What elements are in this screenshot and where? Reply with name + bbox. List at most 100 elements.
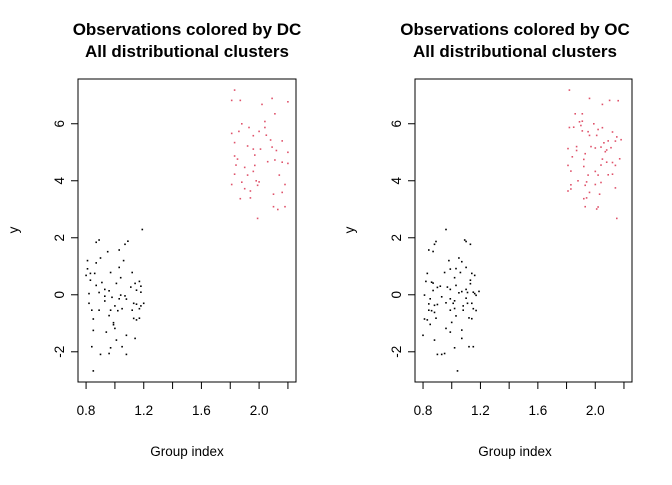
data-point	[112, 323, 115, 326]
series-0	[85, 228, 145, 372]
series-1	[567, 89, 622, 220]
data-point	[271, 97, 273, 100]
data-point	[138, 280, 141, 283]
data-point	[272, 193, 275, 195]
data-point	[239, 197, 242, 200]
data-point	[448, 259, 450, 262]
data-point	[436, 286, 439, 289]
data-point	[620, 138, 622, 141]
data-point	[134, 337, 136, 340]
data-point	[277, 208, 279, 211]
data-point	[461, 290, 463, 293]
data-point	[422, 334, 424, 337]
data-point	[106, 250, 109, 253]
data-point	[269, 139, 272, 141]
y-tick-label: 0	[389, 291, 404, 299]
data-point	[425, 280, 427, 283]
data-point	[446, 286, 449, 288]
data-point	[575, 149, 578, 152]
data-point	[568, 126, 571, 129]
data-point	[432, 282, 434, 284]
data-point	[469, 282, 472, 285]
x-tick-label: 1.2	[134, 403, 153, 418]
data-point	[462, 305, 464, 307]
data-point	[616, 136, 618, 138]
data-point	[472, 345, 475, 348]
data-point	[243, 187, 246, 190]
data-point	[570, 184, 572, 186]
data-point	[616, 217, 618, 220]
data-point	[125, 334, 128, 337]
data-point	[92, 318, 95, 320]
data-point	[86, 259, 89, 262]
y-tick-label: 2	[389, 234, 404, 242]
data-point	[618, 158, 621, 160]
data-point	[435, 317, 437, 319]
data-point	[259, 148, 262, 150]
data-point	[241, 181, 243, 183]
data-point	[601, 126, 604, 129]
data-point	[583, 158, 585, 161]
data-point	[235, 164, 237, 166]
data-point	[255, 180, 257, 182]
data-point	[233, 89, 236, 91]
data-point	[453, 276, 456, 279]
data-point	[117, 309, 119, 312]
y-tick-label: 6	[389, 120, 404, 128]
data-point	[249, 190, 252, 192]
data-point	[275, 149, 278, 152]
data-point	[239, 99, 242, 102]
data-point	[104, 295, 106, 297]
data-point	[456, 370, 459, 372]
data-point	[135, 319, 138, 321]
data-point	[585, 197, 588, 199]
data-point	[108, 352, 110, 355]
data-point	[463, 239, 466, 241]
data-point	[89, 279, 92, 281]
data-point	[604, 150, 607, 153]
data-point	[575, 145, 578, 148]
data-point	[433, 339, 436, 341]
data-point	[478, 290, 480, 293]
x-axis-label: Group index	[478, 444, 552, 459]
data-point	[433, 304, 436, 307]
data-point	[118, 298, 120, 300]
y-axis-label: y	[342, 226, 357, 233]
data-point	[597, 206, 599, 208]
data-point	[568, 89, 571, 91]
data-point	[108, 314, 110, 317]
data-point	[475, 309, 477, 312]
data-point	[455, 315, 457, 317]
data-point	[440, 353, 443, 356]
data-point	[101, 281, 103, 284]
data-point	[124, 295, 126, 297]
data-point	[468, 317, 470, 319]
data-point	[89, 272, 92, 275]
data-point	[266, 160, 269, 163]
data-point	[258, 130, 260, 133]
y-axis-label: y	[6, 226, 21, 233]
data-point	[465, 240, 467, 243]
data-point	[453, 347, 456, 349]
data-point	[256, 184, 259, 187]
data-point	[230, 183, 233, 186]
data-point	[264, 120, 266, 123]
data-point	[423, 318, 426, 320]
data-point	[449, 288, 452, 291]
data-point	[435, 240, 437, 243]
data-point	[472, 307, 475, 310]
data-point	[131, 271, 133, 274]
data-point	[271, 146, 273, 148]
data-point	[95, 241, 97, 244]
data-point	[132, 317, 135, 320]
data-point	[130, 286, 132, 288]
data-point	[241, 123, 243, 125]
x-tick-label: 1.6	[528, 403, 547, 418]
data-point	[274, 159, 276, 161]
data-point	[252, 134, 255, 137]
data-point	[115, 282, 118, 285]
data-point	[428, 309, 430, 311]
data-point	[122, 259, 125, 262]
data-point	[594, 147, 597, 149]
